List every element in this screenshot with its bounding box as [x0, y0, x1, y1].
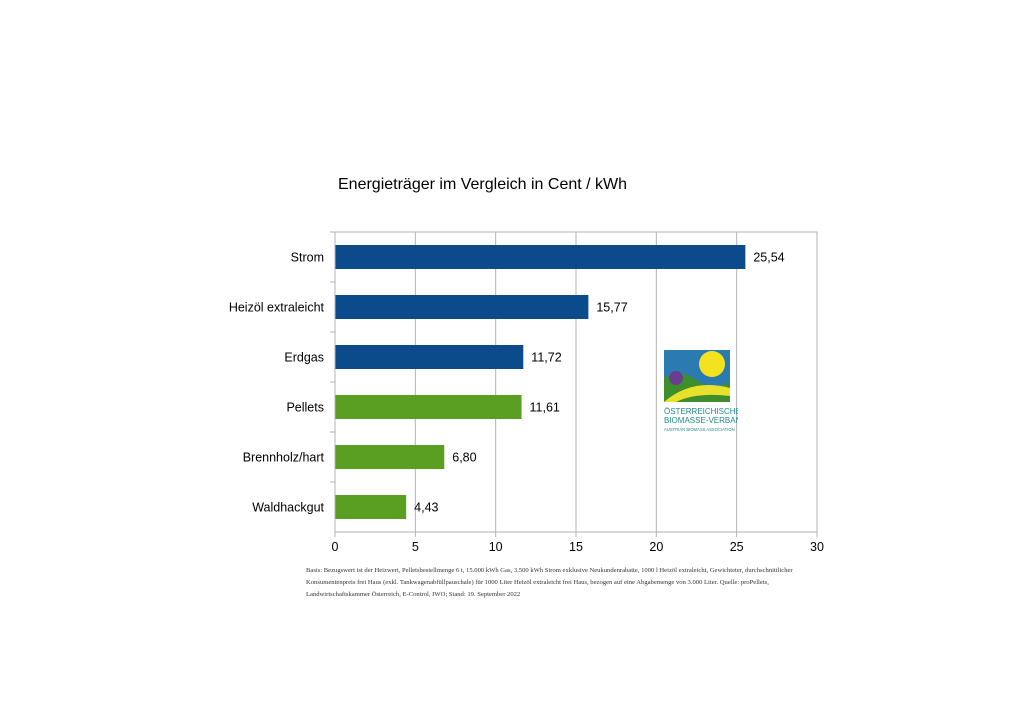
x-tick-label: 25 [730, 540, 744, 554]
bar [335, 445, 445, 469]
category-label: Brennholz/hart [243, 451, 325, 465]
footnote-line: Landwirtschaftskammer Österreich, E-Cont… [306, 591, 521, 598]
x-tick-label: 20 [649, 540, 663, 554]
x-tick-labels: 0 5 10 15 20 25 30 [332, 540, 824, 554]
data-label: 11,72 [531, 351, 561, 365]
logo-field [664, 385, 730, 402]
x-tick-label: 0 [332, 540, 339, 554]
category-labels: Strom Heizöl extraleicht Erdgas Pellets Bren… [229, 251, 325, 515]
x-tick-label: 15 [569, 540, 583, 554]
data-label: 25,54 [753, 251, 784, 265]
data-label: 11,61 [530, 401, 560, 415]
category-label: Waldhackgut [252, 501, 324, 515]
chart-title: Energieträger im Vergleich in Cent / kWh [338, 176, 627, 193]
bar [335, 245, 746, 269]
grid [330, 231, 818, 537]
x-tick-label: 5 [412, 540, 419, 554]
data-label: 4,43 [414, 501, 438, 515]
data-label: 15,77 [596, 301, 627, 315]
footnote: Basis: Bezugswert ist der Heizwert, Pell… [306, 565, 846, 601]
logo-text-line2: BIOMASSE-VERBAND [664, 416, 738, 425]
x-tick-label: 10 [489, 540, 503, 554]
data-label: 6,80 [452, 451, 476, 465]
category-label: Strom [291, 251, 324, 265]
category-label: Erdgas [284, 351, 324, 365]
footnote-line: Konsumentenpreis frei Haus (exkl. Tankwa… [306, 579, 769, 586]
value-labels: 25,54 15,77 11,72 11,61 6,80 4,43 [414, 251, 784, 515]
logo-tree [669, 371, 683, 385]
bars [335, 245, 746, 519]
bar [335, 395, 522, 419]
plot-frame [334, 231, 818, 533]
bar [335, 345, 524, 369]
category-label: Heizöl extraleicht [229, 301, 325, 315]
logo-text-line1: ÖSTERREICHISCHER [664, 407, 738, 416]
footnote-line: Basis: Bezugswert ist der Heizwert, Pell… [306, 567, 793, 574]
logo-text-line3: AUSTRIAN BIOMASS ASSOCIATION [664, 427, 735, 432]
bar [335, 295, 589, 319]
x-tick-label: 30 [810, 540, 824, 554]
biomasse-verband-logo: ÖSTERREICHISCHER BIOMASSE-VERBAND AUSTRI… [664, 350, 738, 432]
category-label: Pellets [286, 401, 324, 415]
logo-sun [699, 351, 725, 377]
bar [335, 495, 407, 519]
